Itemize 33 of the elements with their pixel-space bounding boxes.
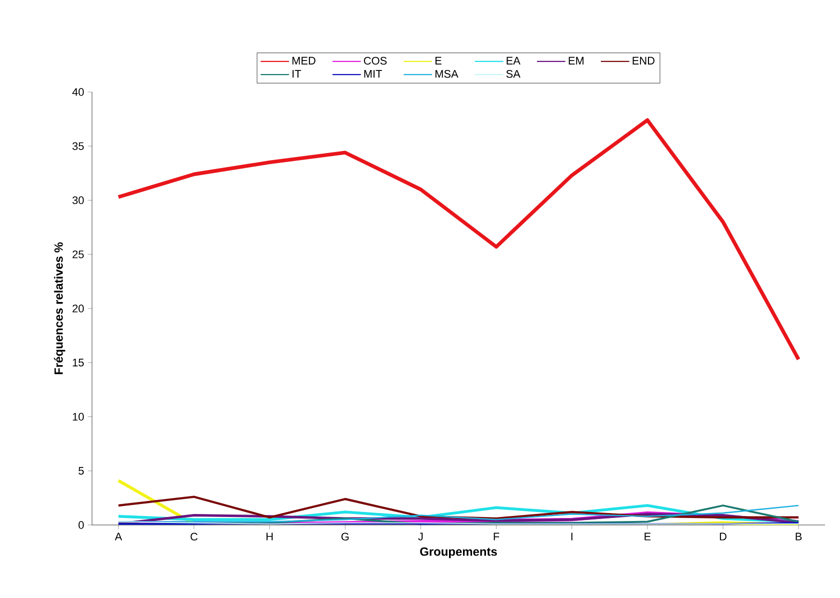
x-tick-label: F	[494, 532, 500, 540]
legend-label: END	[632, 56, 654, 64]
y-tick-label: 35	[72, 142, 84, 150]
y-tick-label: 20	[72, 304, 84, 312]
legend-label: MED	[292, 56, 316, 64]
x-tick-label: D	[720, 532, 726, 540]
x-tick-label: E	[644, 532, 651, 540]
legend-label: EM	[568, 56, 584, 64]
x-tick-label: B	[796, 532, 802, 540]
y-tick-label: 5	[78, 467, 84, 475]
y-tick-label: 15	[72, 358, 84, 366]
y-tick-label: 10	[72, 412, 84, 421]
x-tick-label: A	[114, 532, 122, 540]
y-tick-label: 0	[78, 521, 84, 529]
legend-label: E	[436, 56, 442, 64]
x-tick-label: C	[190, 532, 198, 541]
legend-label: SA	[506, 70, 520, 78]
y-tick-label: 25	[72, 250, 84, 258]
x-axis-title: Groupements	[420, 547, 497, 558]
x-tick-label: J	[418, 532, 423, 540]
y-axis-title: Fréquences relatives %	[54, 242, 66, 374]
x-tick-label: H	[266, 532, 273, 540]
line-series	[117, 496, 800, 520]
legend-label: MSA	[436, 70, 458, 78]
legend-label: IT	[292, 70, 302, 78]
x-tick-label: G	[341, 532, 349, 541]
legend-label: COS	[364, 56, 387, 65]
y-tick-label: 30	[72, 196, 84, 204]
y-tick-label: 40	[72, 88, 84, 96]
line-series	[116, 118, 800, 362]
legend-label: EA	[506, 56, 520, 64]
legend-label: MIT	[364, 70, 382, 78]
x-tick-label: I	[571, 532, 572, 540]
